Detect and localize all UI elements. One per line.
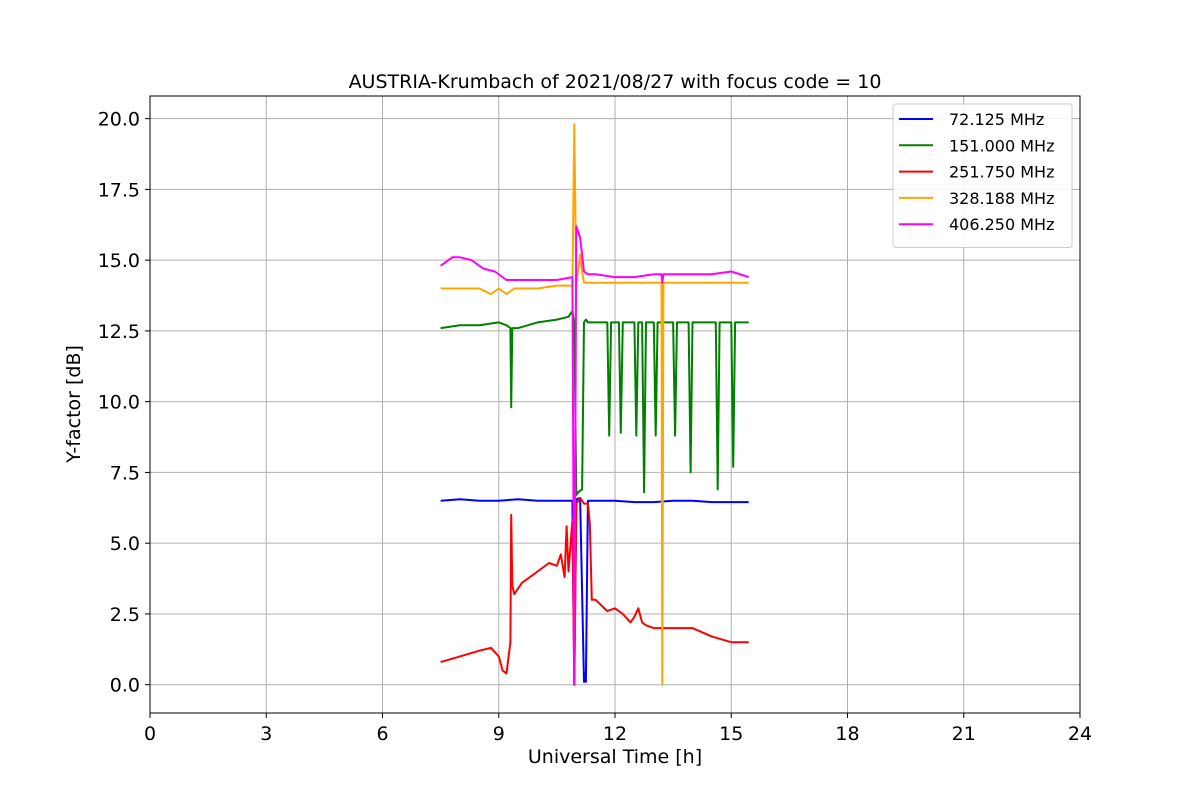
y-axis-ticks: 0.0 2.5 5.0 7.5 10.0 12.5 15.0 17.5 20.0 — [98, 109, 150, 697]
legend-label: 251.750 MHz — [949, 163, 1054, 182]
legend-label: 151.000 MHz — [949, 136, 1054, 155]
y-tick-label: 0.0 — [110, 675, 140, 697]
x-tick-label: 9 — [493, 723, 505, 745]
plot-lines — [440, 123, 750, 686]
y-tick-label: 2.5 — [110, 604, 140, 626]
series-line-0 — [440, 496, 749, 686]
x-tick-label: 6 — [376, 723, 388, 745]
y-tick-label: 7.5 — [110, 462, 140, 484]
y-axis-title: Y-factor [dB] — [63, 345, 85, 464]
x-tick-label: 12 — [603, 723, 627, 745]
legend-label: 406.250 MHz — [949, 215, 1054, 234]
x-tick-label: 15 — [719, 723, 743, 745]
x-axis-ticks: 0 3 6 9 12 15 18 21 24 — [144, 713, 1092, 745]
x-axis-title: Universal Time [h] — [528, 746, 702, 768]
series-line-1 — [440, 310, 749, 497]
y-tick-label: 5.0 — [110, 533, 140, 555]
x-tick-label: 18 — [835, 723, 859, 745]
x-tick-label: 3 — [260, 723, 272, 745]
y-tick-label: 10.0 — [98, 392, 140, 414]
legend-box — [892, 103, 1073, 248]
x-tick-label: 21 — [952, 723, 976, 745]
y-tick-label: 12.5 — [98, 321, 140, 343]
y-tick-label: 20.0 — [98, 109, 140, 131]
chart-title: AUSTRIA-Krumbach of 2021/08/27 with focu… — [349, 71, 882, 93]
y-tick-label: 15.0 — [98, 250, 140, 272]
legend-label: 72.125 MHz — [949, 110, 1044, 129]
x-tick-label: 0 — [144, 723, 156, 745]
series-line-4 — [440, 225, 750, 686]
legend-label: 328.188 MHz — [949, 189, 1054, 208]
series-line-3 — [440, 123, 749, 686]
legend: 72.125 MHz 151.000 MHz 251.750 MHz 328.188 … — [892, 103, 1073, 248]
x-tick-label: 24 — [1068, 723, 1092, 745]
y-tick-label: 17.5 — [98, 179, 140, 201]
